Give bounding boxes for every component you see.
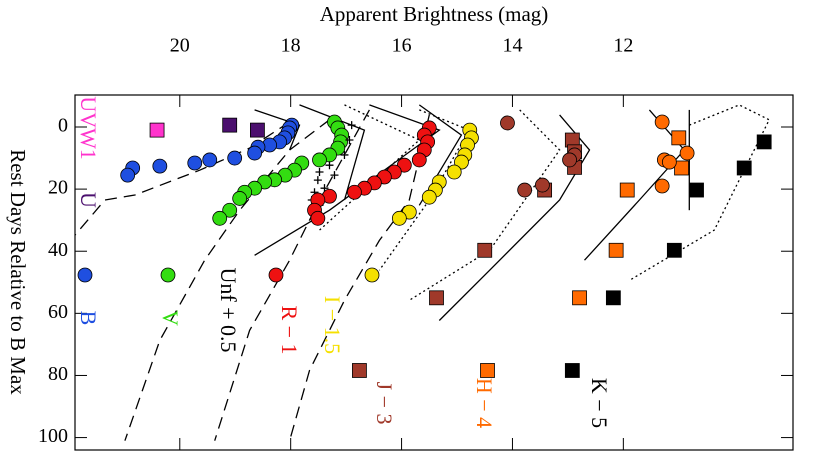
point — [212, 210, 228, 226]
point — [661, 154, 677, 170]
point — [572, 290, 587, 306]
x-tick-label: 12 — [613, 35, 633, 57]
legend-label: V — [158, 310, 183, 326]
point — [429, 290, 444, 306]
point — [202, 152, 218, 168]
point — [411, 152, 427, 168]
point — [250, 122, 265, 138]
x-tick-label: 16 — [392, 35, 412, 57]
legend-label: UVW1 — [76, 96, 101, 160]
legend-label: K − 5 — [587, 378, 612, 428]
point — [347, 121, 356, 130]
legend-label: J − 3 — [372, 382, 397, 425]
point — [564, 363, 580, 378]
legend-label: B — [76, 311, 101, 326]
point — [477, 242, 493, 258]
point — [325, 161, 334, 170]
model-curve — [288, 114, 430, 441]
legend-marker — [268, 267, 284, 283]
point — [608, 242, 624, 258]
model-curve — [629, 104, 771, 281]
point — [222, 202, 238, 218]
legend-marker — [77, 267, 93, 283]
point — [232, 191, 248, 206]
point — [619, 182, 635, 198]
point — [313, 176, 322, 185]
point — [149, 122, 165, 138]
model-curve — [124, 119, 330, 441]
point — [222, 117, 238, 133]
y-tick-label: 80 — [48, 363, 68, 385]
point — [315, 168, 324, 177]
point — [454, 154, 469, 170]
point — [391, 210, 407, 226]
point — [562, 152, 577, 168]
y-tick-label: 40 — [48, 239, 68, 261]
point — [654, 178, 670, 194]
point — [340, 150, 349, 159]
model-curves — [75, 104, 771, 441]
model-curve — [584, 109, 686, 261]
legend-label: R − 1 — [277, 305, 302, 354]
y-tick-label: 100 — [38, 425, 68, 447]
point — [674, 160, 689, 176]
x-tick-label: 20 — [170, 35, 190, 57]
legend-label: H − 4 — [472, 378, 497, 428]
point — [534, 177, 550, 193]
point — [152, 158, 168, 174]
legend-label: I − 1.5 — [320, 296, 345, 354]
point — [352, 363, 367, 378]
y-tick-label: 0 — [58, 115, 68, 137]
point — [345, 136, 354, 145]
model-curve — [75, 121, 290, 236]
point — [310, 210, 326, 226]
point — [227, 150, 243, 166]
point — [480, 363, 495, 378]
point — [247, 145, 263, 161]
point — [312, 152, 327, 168]
model-curve — [378, 109, 471, 271]
point — [689, 182, 704, 198]
x-axis-title: Apparent Brightness (mag) — [320, 2, 549, 26]
legend-marker — [160, 267, 176, 283]
legend-label: Unf + 0.5 — [216, 267, 241, 352]
point — [736, 160, 752, 176]
model-curve — [299, 104, 366, 201]
point — [446, 164, 462, 180]
point — [347, 184, 362, 200]
point — [666, 242, 682, 258]
x-tick-label: 18 — [281, 35, 301, 57]
point — [120, 167, 136, 183]
point — [330, 171, 339, 180]
point — [517, 182, 533, 198]
legend-marker — [364, 267, 380, 283]
y-tick-label: 20 — [48, 177, 68, 199]
point — [187, 155, 203, 171]
point — [500, 115, 515, 131]
plot-frame — [74, 94, 794, 451]
y-axis-title: Rest Days Relative to B Max — [6, 149, 30, 395]
point — [654, 114, 670, 130]
point — [679, 145, 695, 161]
point — [756, 134, 772, 150]
legend-label: U — [76, 192, 101, 208]
model-curve — [254, 109, 301, 151]
x-tick-label: 14 — [502, 35, 522, 57]
y-tick-label: 60 — [48, 301, 68, 323]
data-points — [120, 114, 772, 378]
point — [671, 130, 687, 146]
model-curve — [408, 109, 561, 301]
point — [605, 290, 621, 306]
model-curve — [214, 109, 370, 441]
point — [421, 189, 437, 205]
